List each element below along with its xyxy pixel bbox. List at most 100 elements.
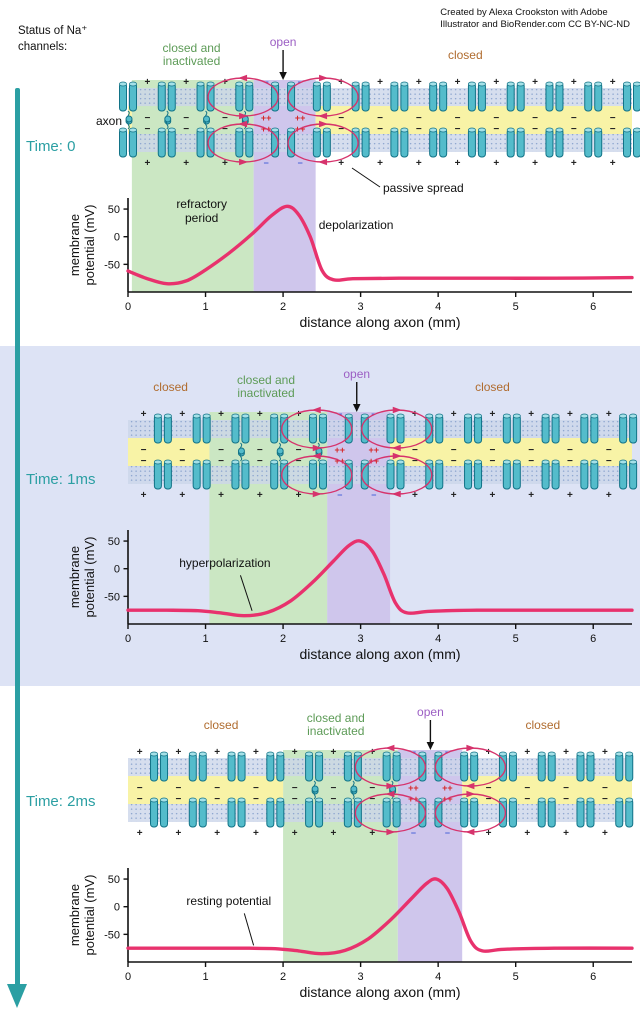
na-channel-icon: [506, 81, 525, 112]
charge-plus: +: [524, 747, 530, 758]
time-label-0: Time: 0: [26, 138, 76, 155]
na-channel-inactivated-icon: [157, 81, 176, 125]
na-channel-icon: [425, 459, 444, 490]
charge-minus: −: [563, 783, 569, 794]
current-arrowhead-icon: [312, 490, 322, 498]
charge-minus: −: [338, 113, 344, 124]
charge-plus: +: [292, 747, 298, 758]
charge-minus: −: [528, 456, 534, 467]
na-channel-inactivated-icon: [119, 115, 137, 158]
na-channel-open-icon: [271, 127, 296, 158]
na-channel-icon: [150, 751, 169, 782]
na-channel-icon: [502, 459, 521, 490]
charge-minus: −: [411, 828, 416, 838]
charge-minus: −: [175, 783, 181, 794]
charge-plus: +: [338, 158, 344, 169]
charge-plus: +: [412, 409, 418, 420]
membrane-potential-curve: [126, 877, 634, 956]
na-channel-icon: [545, 127, 564, 158]
status-label-closed-inactivated: inactivated: [237, 386, 294, 400]
panel-time-0: +−−++−−++−−++−−++−−++−−++−−++−−++−−++−−+…: [67, 35, 640, 330]
na-channel-icon: [623, 127, 640, 158]
charge-plus: +: [144, 158, 150, 169]
na-channel-icon: [541, 459, 560, 490]
annotation-pointer-line: [243, 913, 255, 946]
charge-minus: −: [445, 828, 450, 838]
x-tick-label: 2: [280, 633, 286, 645]
current-arrowhead-icon: [385, 790, 395, 798]
time-axis-arrowhead-icon: [7, 984, 27, 1008]
x-tick-label: 3: [358, 971, 364, 983]
open-region: [397, 750, 463, 962]
na-channel-icon: [584, 81, 603, 112]
current-arrowhead-icon: [392, 452, 402, 460]
charge-plus-plus: ++: [295, 113, 306, 123]
na-channel-icon: [619, 459, 638, 490]
charge-plus: +: [532, 77, 538, 88]
x-tick-label: 4: [435, 633, 441, 645]
na-channel-inactivated-icon: [343, 785, 362, 828]
status-label-closed: closed: [448, 48, 483, 62]
inactivation-ball-icon: [125, 115, 133, 123]
na-channel-icon: [615, 797, 634, 828]
charge-plus: +: [253, 828, 259, 839]
charge-plus: +: [175, 747, 181, 758]
x-tick-label: 5: [513, 971, 519, 983]
charge-minus: −: [451, 456, 457, 467]
charge-plus: +: [141, 490, 147, 501]
na-channel-icon: [545, 81, 564, 112]
na-channel-icon: [502, 413, 521, 444]
charge-plus: +: [218, 409, 224, 420]
charge-minus: −: [412, 456, 418, 467]
y-axis-label: membrane: [67, 884, 82, 946]
current-arrowhead-icon: [466, 744, 476, 752]
current-arrowhead-icon: [386, 828, 396, 836]
charge-minus: −: [455, 124, 461, 135]
charge-minus: −: [141, 445, 147, 456]
charge-minus: −: [563, 794, 569, 805]
charge-plus: +: [214, 828, 220, 839]
na-channel-icon: [467, 81, 486, 112]
x-tick-label: 0: [125, 301, 131, 313]
x-tick-label: 0: [125, 633, 131, 645]
charge-plus: +: [610, 158, 616, 169]
na-channel-icon: [312, 127, 331, 158]
open-pointer-arrowhead-icon: [426, 742, 435, 750]
na-channel-icon: [541, 413, 560, 444]
charge-plus: +: [606, 409, 612, 420]
x-tick-label: 3: [358, 633, 364, 645]
charge-minus: −: [144, 124, 150, 135]
current-arrowhead-icon: [465, 782, 475, 790]
charge-minus: −: [141, 456, 147, 467]
charge-minus: −: [297, 158, 302, 168]
charge-plus: +: [416, 77, 422, 88]
charge-minus: −: [524, 783, 530, 794]
status-label-open: open: [417, 705, 444, 719]
current-arrowhead-icon: [238, 74, 248, 82]
charge-minus: −: [331, 783, 337, 794]
na-channel-icon: [537, 797, 556, 828]
charge-minus: −: [369, 783, 375, 794]
charge-plus: +: [141, 409, 147, 420]
na-channel-icon: [580, 413, 599, 444]
charge-minus: −: [451, 445, 457, 456]
charge-plus: +: [490, 490, 496, 501]
annotation-text: hyperpolarization: [179, 556, 270, 570]
na-channel-icon: [390, 127, 409, 158]
charge-minus: −: [175, 794, 181, 805]
charge-plus: +: [179, 490, 185, 501]
charge-plus-plus: ++: [442, 783, 453, 793]
credit-line-1: Created by Alexa Crookston with Adobe: [440, 7, 608, 18]
charge-plus: +: [377, 77, 383, 88]
charge-plus: +: [486, 828, 492, 839]
na-channel-open-icon: [271, 81, 296, 112]
credit-text: Created by Alexa Crookston with Adobe Il…: [440, 7, 630, 32]
na-channel-icon: [623, 81, 640, 112]
status-label-closed-inactivated: inactivated: [307, 724, 364, 738]
inactivation-ball-icon: [203, 115, 211, 123]
na-channel-icon: [576, 797, 595, 828]
status-label-closed: closed: [204, 718, 239, 732]
na-channel-icon: [460, 751, 479, 782]
charge-plus: +: [183, 77, 189, 88]
current-arrowhead-icon: [391, 444, 401, 452]
